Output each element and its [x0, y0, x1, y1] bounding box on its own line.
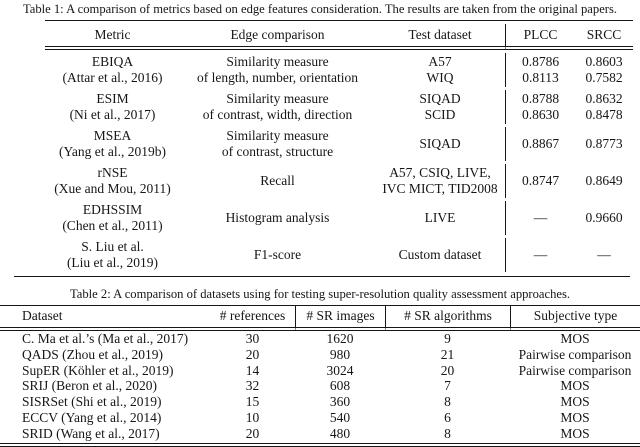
subjective-type-cell: MOS	[560, 378, 590, 394]
col-header-metric: Metric	[45, 24, 180, 50]
dataset-cell: LIVE	[424, 210, 456, 225]
references-cell: 15	[245, 394, 260, 410]
dataset-cell: Custom dataset	[398, 247, 482, 262]
edge-cell: Similarity measure of contrast, width, d…	[202, 91, 353, 122]
plcc-cell: 0.8788 0.8630	[505, 90, 575, 124]
table2-header-row: Dataset # references # SR images # SR al…	[0, 305, 640, 331]
col-header-srcc: SRCC	[575, 24, 633, 50]
table2-row-eccv: ECCV (Yang et al., 2014) 10 540 6 MOS	[0, 410, 640, 426]
col-header-plcc: PLCC	[505, 24, 575, 50]
sr-algorithms-cell: 8	[444, 394, 451, 410]
col-header-subjective-type: Subjective type	[510, 305, 640, 331]
table1-row-ebiqa: EBIQA (Attar et al., 2016) Similarity me…	[45, 53, 633, 87]
table2-row-srij: SRIJ (Beron et al., 2020) 32 608 7 MOS	[0, 378, 640, 394]
col-header-sr-algorithms: # SR algorithms	[385, 305, 510, 331]
table1-row-esim: ESIM (Ni et al., 2017) Similarity measur…	[45, 90, 633, 124]
references-cell: 32	[245, 378, 260, 394]
table1-metrics-comparison: Metric Edge comparison Test dataset PLCC…	[45, 20, 633, 275]
dataset-name-cell: SRIJ (Beron et al., 2020)	[22, 378, 157, 394]
plcc-cell: 0.8747	[505, 164, 575, 198]
table2-row-qads: QADS (Zhou et al., 2019) 20 980 21 Pairw…	[0, 347, 640, 363]
sr-algorithms-cell: 20	[440, 362, 455, 378]
srcc-cell: 0.8632 0.8478	[585, 91, 623, 122]
table1-row-edhssim: EDHSSIM (Chen et al., 2011) Histogram an…	[45, 201, 633, 235]
table2-row-c-ma: C. Ma et al.’s (Ma et al., 2017) 30 1620…	[0, 331, 640, 347]
edge-cell: Similarity measure of length, number, or…	[196, 54, 359, 85]
table1-row-rnse: rNSE (Xue and Mou, 2011) Recall A57, CSI…	[45, 164, 633, 198]
col-header-edge-comparison: Edge comparison	[180, 24, 375, 50]
plcc-cell: 0.8786 0.8113	[505, 53, 575, 87]
references-cell: 10	[245, 409, 260, 425]
subjective-type-cell: MOS	[560, 331, 590, 346]
table2-caption: Table 2: A comparison of datasets using …	[69, 287, 571, 301]
srcc-cell: —	[597, 247, 611, 262]
dataset-cell: SIQAD SCID	[419, 91, 461, 122]
dataset-cell: A57, CSIQ, LIVE, IVC MICT, TID2008	[382, 165, 498, 196]
srcc-cell: 0.9660	[585, 210, 623, 225]
col-header-references: # references	[210, 305, 295, 331]
dataset-cell: A57 WIQ	[426, 54, 454, 85]
table2-row-sisrset: SISRSet (Shi et al., 2019) 15 360 8 MOS	[0, 394, 640, 410]
table1-row-s-liu: S. Liu et al. (Liu et al., 2019) F1-scor…	[45, 238, 633, 272]
sr-algorithms-cell: 21	[440, 346, 455, 362]
col-header-sr-images: # SR images	[295, 305, 385, 331]
subjective-type-cell: MOS	[560, 409, 590, 425]
sr-images-cell: 980	[329, 346, 351, 362]
dataset-cell: SIQAD	[419, 136, 461, 151]
sr-images-cell: 608	[329, 378, 351, 394]
table1-header-row: Metric Edge comparison Test dataset PLCC…	[45, 24, 633, 50]
table1-container: Metric Edge comparison Test dataset PLCC…	[14, 20, 633, 277]
dataset-name-cell: SRID (Wang et al., 2017)	[0, 426, 210, 447]
metric-cell: ESIM (Ni et al., 2017)	[69, 91, 156, 122]
sr-images-cell: 3024	[326, 362, 354, 378]
dataset-name-cell: SISRSet (Shi et al., 2019)	[22, 394, 162, 410]
metric-cell: EDHSSIM (Chen et al., 2011)	[62, 202, 163, 233]
dataset-name-cell: QADS (Zhou et al., 2019)	[22, 346, 163, 362]
edge-cell: F1-score	[253, 247, 302, 262]
metric-cell: S. Liu et al. (Liu et al., 2019)	[66, 239, 159, 270]
sr-algorithms-cell: 9	[444, 331, 451, 346]
plcc-cell: 0.8867	[505, 127, 575, 161]
edge-cell: Recall	[260, 173, 295, 188]
sr-algorithms-cell: 6	[444, 409, 451, 425]
table2-datasets-comparison: Dataset # references # SR images # SR al…	[0, 305, 640, 447]
dataset-name-cell: C. Ma et al.’s (Ma et al., 2017)	[22, 331, 189, 346]
references-cell: 30	[245, 331, 260, 346]
sr-images-cell: 360	[329, 394, 351, 410]
references-cell: 20	[245, 346, 260, 362]
dataset-name-cell: ECCV (Yang et al., 2014)	[22, 409, 162, 425]
metric-cell: rNSE (Xue and Mou, 2011)	[54, 165, 171, 196]
sr-algorithms-cell: 7	[444, 378, 451, 394]
table2-row-super: SupER (Köhler et al., 2019) 14 3024 20 P…	[0, 363, 640, 379]
references-cell: 20	[210, 426, 295, 447]
table2-row-srid: SRID (Wang et al., 2017) 20 480 8 MOS	[0, 426, 640, 447]
plcc-cell: —	[505, 201, 575, 235]
sr-images-cell: 1620	[326, 331, 354, 346]
sr-images-cell: 480	[295, 426, 385, 447]
col-header-dataset: Dataset	[0, 305, 210, 331]
col-header-test-dataset: Test dataset	[375, 24, 505, 50]
subjective-type-cell: Pairwise comparison	[518, 346, 632, 362]
sr-algorithms-cell: 8	[385, 426, 510, 447]
references-cell: 14	[245, 362, 260, 378]
table1-caption: Table 1: A comparison of metrics based o…	[22, 2, 618, 16]
srcc-cell: 0.8649	[585, 173, 623, 188]
dataset-name-cell: SupER (Köhler et al., 2019)	[22, 362, 174, 378]
subjective-type-cell: MOS	[560, 394, 590, 410]
metric-cell: EBIQA (Attar et al., 2016)	[62, 54, 163, 85]
metric-cell: MSEA (Yang et al., 2019b)	[59, 128, 166, 159]
edge-cell: Similarity measure of contrast, structur…	[221, 128, 334, 159]
subjective-type-cell: Pairwise comparison	[518, 362, 632, 378]
table1-row-msea: MSEA (Yang et al., 2019b) Similarity mea…	[45, 127, 633, 161]
sr-images-cell: 540	[329, 409, 351, 425]
subjective-type-cell: MOS	[510, 426, 640, 447]
plcc-cell: —	[505, 238, 575, 272]
srcc-cell: 0.8603 0.7582	[585, 54, 623, 85]
edge-cell: Histogram analysis	[225, 210, 330, 225]
srcc-cell: 0.8773	[585, 136, 623, 151]
